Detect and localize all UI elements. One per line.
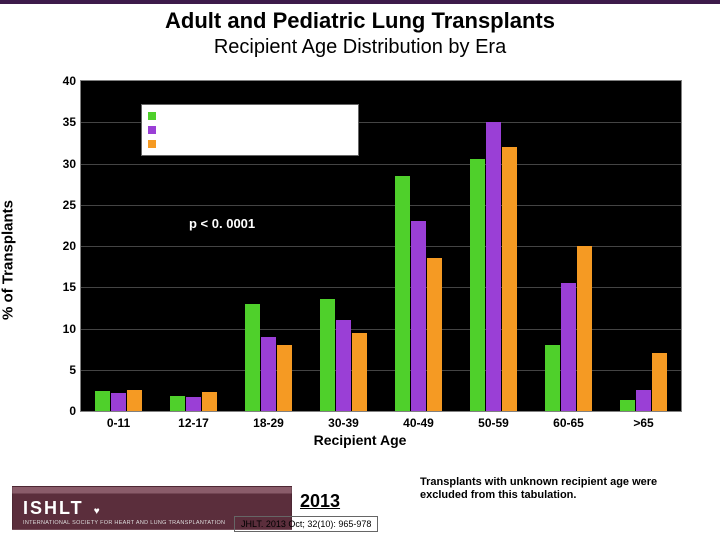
y-axis-label: % of Transplants (0, 200, 17, 320)
bar (111, 393, 126, 411)
xtick-label: >65 (606, 416, 681, 430)
bar-group (395, 176, 442, 411)
ytick-label: 20 (51, 239, 76, 253)
bar-group (545, 246, 592, 411)
chart-area: % of Transplants 05101520253035400-1112-… (30, 80, 690, 440)
bar (95, 391, 110, 411)
x-axis-label: Recipient Age (30, 432, 690, 448)
bar (620, 400, 635, 411)
bar-group (470, 122, 517, 411)
bar (395, 176, 410, 411)
bar (245, 304, 260, 411)
bar-group (95, 390, 142, 411)
bar (170, 396, 185, 411)
ytick-label: 10 (51, 322, 76, 336)
bar (352, 333, 367, 411)
bar-group (320, 299, 367, 411)
bar (277, 345, 292, 411)
legend-box (141, 104, 359, 156)
bar (336, 320, 351, 411)
sub-title: Recipient Age Distribution by Era (0, 36, 720, 59)
bar (652, 353, 667, 411)
ytick-label: 15 (51, 280, 76, 294)
legend-marker (148, 140, 156, 148)
heart-icon: ♥ (94, 506, 102, 517)
bar-group (245, 304, 292, 411)
bar-group (620, 353, 667, 411)
logo-letters: ISHLT (23, 498, 84, 518)
legend-item (148, 123, 348, 137)
bar (486, 122, 501, 411)
bar (545, 345, 560, 411)
ytick-label: 25 (51, 198, 76, 212)
ytick-label: 30 (51, 157, 76, 171)
xtick-label: 30-39 (306, 416, 381, 430)
logo-tagline: INTERNATIONAL SOCIETY FOR HEART AND LUNG… (23, 520, 225, 526)
logo-main-text: ISHLT ♥ (13, 498, 105, 519)
legend-item (148, 109, 348, 123)
bar (470, 159, 485, 411)
gridline (81, 205, 681, 206)
legend-item (148, 137, 348, 151)
bar (320, 299, 335, 411)
xtick-label: 12-17 (156, 416, 231, 430)
ytick-label: 0 (51, 404, 76, 418)
bar (561, 283, 576, 411)
ytick-label: 5 (51, 363, 76, 377)
bar (636, 390, 651, 411)
year-label: 2013 (300, 491, 340, 512)
plot-region: 05101520253035400-1112-1718-2930-3940-49… (80, 80, 682, 412)
bar (202, 392, 217, 411)
bar (411, 221, 426, 411)
ytick-label: 35 (51, 115, 76, 129)
legend-marker (148, 126, 156, 134)
title-area: Adult and Pediatric Lung Transplants Rec… (0, 6, 720, 59)
bar (577, 246, 592, 411)
xtick-label: 18-29 (231, 416, 306, 430)
xtick-label: 50-59 (456, 416, 531, 430)
main-title: Adult and Pediatric Lung Transplants (0, 8, 720, 34)
ytick-label: 40 (51, 74, 76, 88)
citation-box: JHLT. 2013 Oct; 32(10): 965-978 (234, 516, 378, 532)
stat-note: p < 0. 0001 (189, 216, 255, 231)
xtick-label: 0-11 (81, 416, 156, 430)
xtick-label: 40-49 (381, 416, 456, 430)
bar (186, 397, 201, 411)
bar (261, 337, 276, 411)
xtick-label: 60-65 (531, 416, 606, 430)
footer-area: Transplants with unknown recipient age w… (0, 478, 720, 540)
bar-group (170, 392, 217, 411)
bar (127, 390, 142, 411)
slide-root: Adult and Pediatric Lung Transplants Rec… (0, 0, 720, 540)
top-accent-bar (0, 0, 720, 4)
gridline (81, 164, 681, 165)
bar (427, 258, 442, 411)
bar (502, 147, 517, 411)
footer-note: Transplants with unknown recipient age w… (420, 476, 700, 502)
legend-marker (148, 112, 156, 120)
